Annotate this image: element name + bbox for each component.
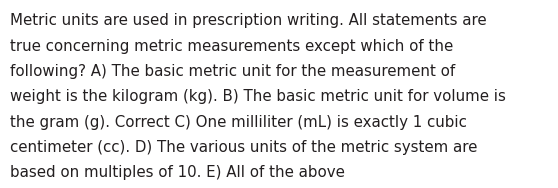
Text: Metric units are used in prescription writing. All statements are: Metric units are used in prescription wr… xyxy=(10,13,487,28)
Text: weight is the kilogram (kg). B) The basic metric unit for volume is: weight is the kilogram (kg). B) The basi… xyxy=(10,89,506,104)
Text: centimeter (cc). D) The various units of the metric system are: centimeter (cc). D) The various units of… xyxy=(10,140,478,155)
Text: following? A) The basic metric unit for the measurement of: following? A) The basic metric unit for … xyxy=(10,64,455,79)
Text: the gram (g). Correct C) One milliliter (mL) is exactly 1 cubic: the gram (g). Correct C) One milliliter … xyxy=(10,115,467,130)
Text: true concerning metric measurements except which of the: true concerning metric measurements exce… xyxy=(10,39,453,54)
Text: based on multiples of 10. E) All of the above: based on multiples of 10. E) All of the … xyxy=(10,165,345,180)
